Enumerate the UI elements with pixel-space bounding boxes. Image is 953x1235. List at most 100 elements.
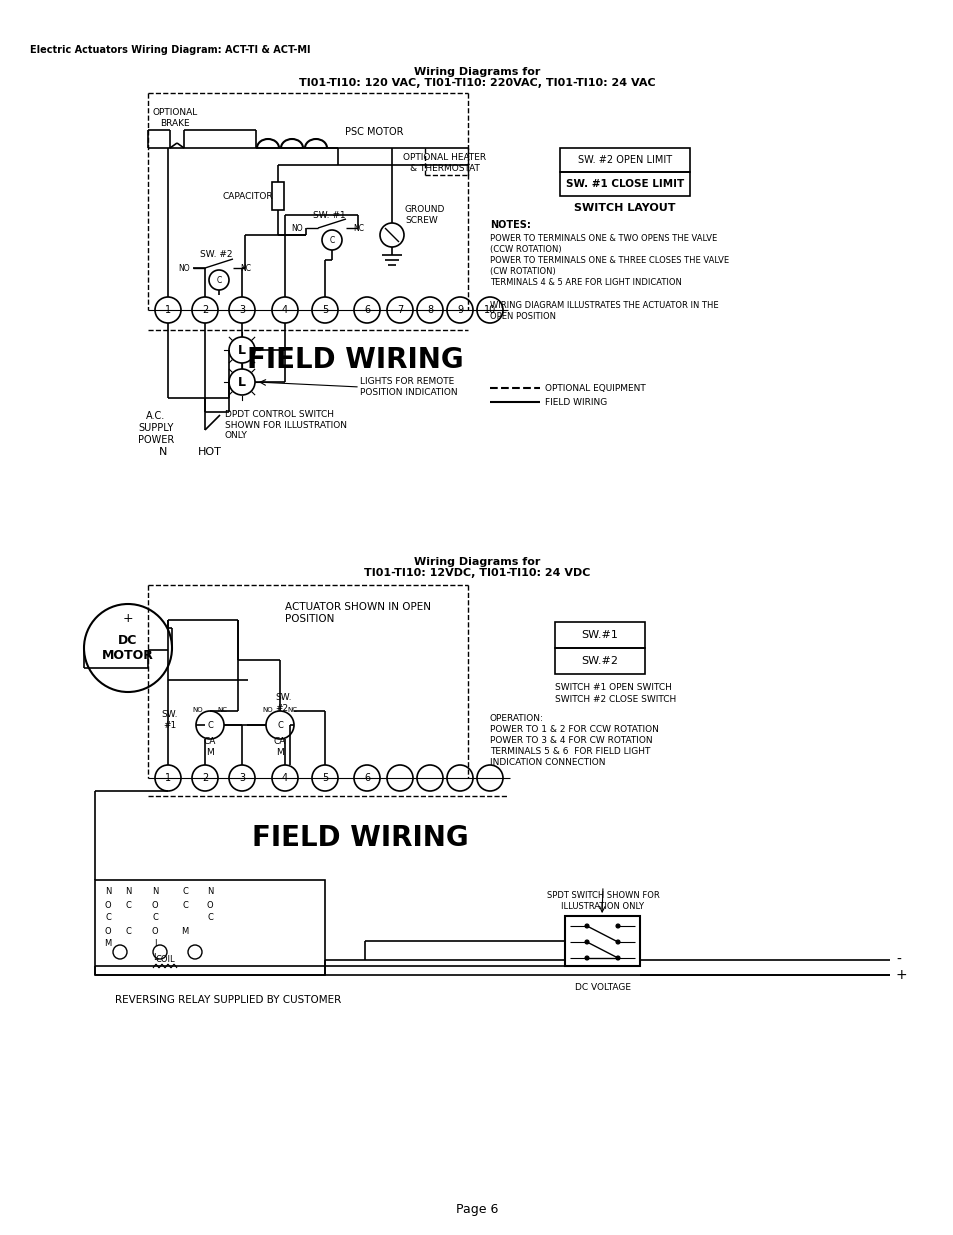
- Text: PSC MOTOR: PSC MOTOR: [345, 127, 403, 137]
- Circle shape: [229, 337, 254, 363]
- Text: C: C: [207, 720, 213, 730]
- Text: 10: 10: [483, 305, 496, 315]
- Circle shape: [154, 296, 181, 324]
- Text: C: C: [182, 900, 188, 909]
- Bar: [272, 182, 284, 210]
- Text: Page 6: Page 6: [456, 1203, 497, 1216]
- Text: CA
M: CA M: [204, 737, 216, 757]
- Text: C: C: [125, 926, 131, 935]
- Text: NC: NC: [353, 224, 364, 232]
- Bar: [559, 148, 689, 172]
- Bar: [555, 648, 644, 674]
- Text: Electric Actuators Wiring Diagram: ACT-TI & ACT-MI: Electric Actuators Wiring Diagram: ACT-T…: [30, 44, 310, 56]
- Circle shape: [112, 945, 127, 960]
- Text: 3: 3: [238, 305, 245, 315]
- Circle shape: [476, 296, 502, 324]
- Text: C: C: [105, 914, 111, 923]
- Circle shape: [354, 296, 379, 324]
- Circle shape: [152, 945, 167, 960]
- Circle shape: [188, 945, 202, 960]
- Text: N: N: [158, 447, 167, 457]
- Text: N: N: [152, 888, 158, 897]
- Circle shape: [322, 230, 341, 249]
- Circle shape: [312, 764, 337, 790]
- Text: M: M: [104, 940, 112, 948]
- Text: L: L: [152, 952, 157, 962]
- Text: C: C: [216, 275, 221, 284]
- Text: ACTUATOR SHOWN IN OPEN
POSITION: ACTUATOR SHOWN IN OPEN POSITION: [285, 603, 431, 624]
- Text: NOTES:: NOTES:: [490, 220, 530, 230]
- Circle shape: [616, 924, 619, 927]
- Text: FIELD WIRING: FIELD WIRING: [247, 346, 463, 374]
- Text: 7: 7: [396, 305, 403, 315]
- Text: POWER TO TERMINALS ONE & TWO OPENS THE VALVE: POWER TO TERMINALS ONE & TWO OPENS THE V…: [490, 233, 717, 242]
- Circle shape: [312, 296, 337, 324]
- Text: NC: NC: [287, 706, 296, 713]
- Text: O: O: [207, 900, 213, 909]
- Circle shape: [229, 369, 254, 395]
- Bar: [95, 881, 325, 974]
- Text: M: M: [181, 926, 189, 935]
- Text: LIGHTS FOR REMOTE
POSITION INDICATION: LIGHTS FOR REMOTE POSITION INDICATION: [359, 378, 457, 396]
- Text: 5: 5: [321, 305, 328, 315]
- Text: 6: 6: [363, 305, 370, 315]
- Circle shape: [266, 711, 294, 739]
- Text: C: C: [329, 236, 335, 245]
- Text: WIRING DIAGRAM ILLUSTRATES THE ACTUATOR IN THE: WIRING DIAGRAM ILLUSTRATES THE ACTUATOR …: [490, 300, 718, 310]
- Text: C: C: [152, 914, 158, 923]
- Circle shape: [416, 296, 442, 324]
- Text: NO: NO: [291, 224, 303, 232]
- Text: TERMINALS 5 & 6  FOR FIELD LIGHT: TERMINALS 5 & 6 FOR FIELD LIGHT: [490, 746, 650, 756]
- Text: NO: NO: [262, 706, 273, 713]
- Text: 8: 8: [427, 305, 433, 315]
- Text: GROUND
SCREW: GROUND SCREW: [405, 205, 445, 225]
- Text: OPEN POSITION: OPEN POSITION: [490, 311, 556, 321]
- Text: O: O: [105, 926, 112, 935]
- Circle shape: [154, 764, 181, 790]
- Text: CA
M: CA M: [274, 737, 286, 757]
- Circle shape: [272, 764, 297, 790]
- Text: CAPACITOR: CAPACITOR: [222, 191, 273, 200]
- Circle shape: [616, 940, 619, 944]
- Text: OPERATION:: OPERATION:: [490, 714, 543, 722]
- Text: DPDT CONTROL SWITCH
SHOWN FOR ILLUSTRATION
ONLY: DPDT CONTROL SWITCH SHOWN FOR ILLUSTRATI…: [225, 410, 347, 440]
- Text: I: I: [153, 940, 156, 948]
- Text: L: L: [237, 343, 246, 357]
- Text: SW.
#1: SW. #1: [162, 710, 178, 730]
- Text: O: O: [152, 926, 158, 935]
- Text: +: +: [123, 611, 133, 625]
- Circle shape: [84, 604, 172, 692]
- Circle shape: [476, 764, 502, 790]
- Text: O: O: [105, 900, 112, 909]
- Text: L: L: [237, 375, 246, 389]
- Text: COIL: COIL: [155, 956, 174, 965]
- Text: POWER TO TERMINALS ONE & THREE CLOSES THE VALVE: POWER TO TERMINALS ONE & THREE CLOSES TH…: [490, 256, 728, 264]
- Text: C: C: [125, 900, 131, 909]
- Text: POWER TO 3 & 4 FOR CW ROTATION: POWER TO 3 & 4 FOR CW ROTATION: [490, 736, 652, 745]
- Text: SW.#1: SW.#1: [581, 630, 618, 640]
- Circle shape: [229, 764, 254, 790]
- Text: NO: NO: [178, 263, 190, 273]
- Circle shape: [229, 296, 254, 324]
- Text: 3: 3: [238, 773, 245, 783]
- Text: SW. #2: SW. #2: [200, 249, 233, 258]
- Text: SWITCH #2 CLOSE SWITCH: SWITCH #2 CLOSE SWITCH: [555, 694, 676, 704]
- Text: C: C: [207, 914, 213, 923]
- Text: +: +: [895, 968, 906, 982]
- Text: 5: 5: [321, 773, 328, 783]
- Text: Wiring Diagrams for: Wiring Diagrams for: [414, 67, 539, 77]
- Text: SW. #2 OPEN LIMIT: SW. #2 OPEN LIMIT: [578, 156, 671, 165]
- Circle shape: [416, 764, 442, 790]
- Text: SW.
#2: SW. #2: [274, 693, 292, 713]
- Text: (CCW ROTATION): (CCW ROTATION): [490, 245, 561, 253]
- Circle shape: [387, 296, 413, 324]
- Text: FIELD WIRING: FIELD WIRING: [252, 824, 468, 852]
- Text: C: C: [276, 720, 283, 730]
- Text: OPTIONAL HEATER
& THERMOSTAT: OPTIONAL HEATER & THERMOSTAT: [403, 153, 486, 173]
- Bar: [559, 172, 689, 196]
- Text: TI01-TI10: 12VDC, TI01-TI10: 24 VDC: TI01-TI10: 12VDC, TI01-TI10: 24 VDC: [363, 568, 590, 578]
- Text: OPTIONAL
BRAKE: OPTIONAL BRAKE: [152, 109, 197, 127]
- Text: SW. #1: SW. #1: [313, 210, 345, 220]
- Text: DC
MOTOR: DC MOTOR: [102, 634, 153, 662]
- Text: SPDT SWITCH SHOWN FOR
ILLUSTRATION ONLY: SPDT SWITCH SHOWN FOR ILLUSTRATION ONLY: [546, 892, 659, 910]
